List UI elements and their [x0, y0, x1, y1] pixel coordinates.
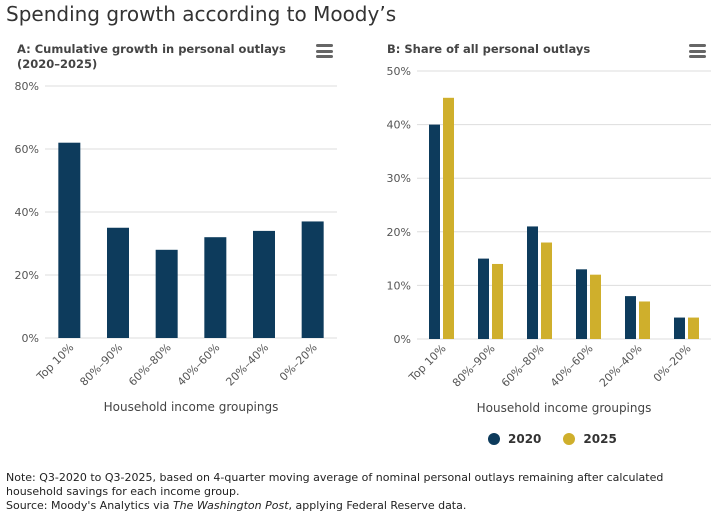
legend-label-2025: 2025: [583, 432, 617, 446]
chart-b-y-tick-label: 30%: [387, 172, 411, 185]
chart-a-x-tick-label: 0%–20%: [277, 341, 320, 384]
chart-a-y-tick-label: 0%: [22, 332, 39, 345]
chart-b-x-tick-label: 0%–20%: [651, 342, 694, 385]
chart-b-bar-80-90-2020[interactable]: [478, 258, 489, 339]
chart-b-x-tick-label: 20%–40%: [597, 342, 645, 390]
chart-a-y-tick-label: 20%: [15, 269, 39, 282]
chart-panel-b: B: Share of all personal outlays 0% 10% 20…: [380, 40, 715, 460]
chart-a-x-axis-title: Household income groupings: [104, 400, 279, 414]
chart-a-bar-60-80[interactable]: [155, 249, 178, 338]
chart-b-bar-80-90-2025[interactable]: [492, 263, 503, 339]
chart-b-bar-60-80-2025[interactable]: [541, 242, 552, 339]
chart-b-bar-0-20-2025[interactable]: [688, 317, 699, 339]
chart-a-y-tick-label: 80%: [15, 80, 39, 93]
chart-a-title-line2: (2020–2025): [17, 57, 98, 71]
chart-b-y-tick-label: 50%: [387, 65, 411, 78]
source-suffix: , applying Federal Reserve data.: [288, 499, 467, 512]
chart-b-bar-20-40-2025[interactable]: [639, 301, 650, 339]
chart-b-bar-0-20-2020[interactable]: [674, 317, 685, 339]
footnote-note: Note: Q3-2020 to Q3-2025, based on 4-qua…: [6, 471, 664, 498]
chart-b-menu-icon[interactable]: [689, 44, 706, 59]
chart-b-plot: 0% 10% 20% 30% 40% 50% Top 10% 80%–90% 60%–80% 40…: [387, 65, 711, 415]
chart-a-bar-0-20[interactable]: [301, 221, 324, 338]
chart-b-bar-top-10-2020[interactable]: [429, 124, 440, 339]
source-prefix: Source: Moody's Analytics via: [6, 499, 173, 512]
chart-b-bar-top-10-2025[interactable]: [443, 97, 454, 339]
chart-a-title: A: Cumulative growth in personal outlays…: [17, 42, 286, 72]
legend-marker-2025: [563, 433, 576, 445]
chart-a-menu-icon[interactable]: [316, 44, 333, 59]
chart-b-x-tick-label: 80%–90%: [450, 342, 498, 390]
legend-marker-2020: [488, 433, 500, 445]
chart-b-y-tick-label: 40%: [387, 119, 411, 132]
chart-b-x-tick-label: 40%–60%: [548, 342, 596, 390]
source-publication: The Washington Post: [172, 499, 289, 512]
legend-item-2025[interactable]: 2025: [563, 432, 617, 446]
chart-b-legend: 2020 2025: [488, 432, 639, 446]
chart-a-y-tick-label: 40%: [15, 206, 39, 219]
chart-a-plot: 0% 20% 40% 60% 80% Top 10% 80%–90% 60%–80% 40%–6…: [15, 80, 337, 414]
chart-a-x-tick-label: 60%–80%: [126, 341, 174, 389]
chart-b-y-tick-label: 20%: [387, 226, 411, 239]
legend-item-2020[interactable]: 2020: [488, 432, 541, 446]
chart-b-bar-20-40-2020[interactable]: [625, 296, 636, 339]
chart-a-y-tick-label: 60%: [15, 143, 39, 156]
chart-a-x-tick-label: 80%–90%: [77, 341, 125, 389]
chart-b-y-tick-label: 10%: [387, 279, 411, 292]
chart-a-x-tick-label: Top 10%: [34, 341, 77, 384]
chart-a-x-tick-label: 20%–40%: [223, 341, 271, 389]
chart-b-bar-40-60-2020[interactable]: [576, 269, 587, 339]
chart-b-x-tick-label: Top 10%: [406, 342, 449, 385]
chart-panel-a: A: Cumulative growth in personal outlays…: [10, 40, 350, 460]
chart-a-x-tick-label: 40%–60%: [175, 341, 223, 389]
legend-label-2020: 2020: [508, 432, 542, 446]
chart-a-bar-80-90[interactable]: [107, 227, 129, 338]
chart-a-bar-40-60[interactable]: [204, 237, 227, 338]
chart-b-x-axis-title: Household income groupings: [477, 401, 652, 415]
chart-b-title: B: Share of all personal outlays: [387, 42, 591, 56]
chart-a-bar-20-40[interactable]: [253, 230, 275, 338]
chart-b-y-tick-label: 0%: [394, 333, 411, 346]
footnote: Note: Q3-2020 to Q3-2025, based on 4-qua…: [6, 471, 718, 513]
chart-b-bar-40-60-2025[interactable]: [590, 274, 601, 339]
chart-a-title-line1: A: Cumulative growth in personal outlays: [17, 42, 286, 56]
footnote-source: Source: Moody's Analytics via The Washin…: [6, 499, 718, 513]
page-title: Spending growth according to Moody’s: [6, 2, 397, 26]
chart-b-x-tick-label: 60%–80%: [499, 342, 547, 390]
chart-b-bar-60-80-2020[interactable]: [527, 226, 538, 339]
chart-a-bar-top-10[interactable]: [58, 142, 81, 338]
